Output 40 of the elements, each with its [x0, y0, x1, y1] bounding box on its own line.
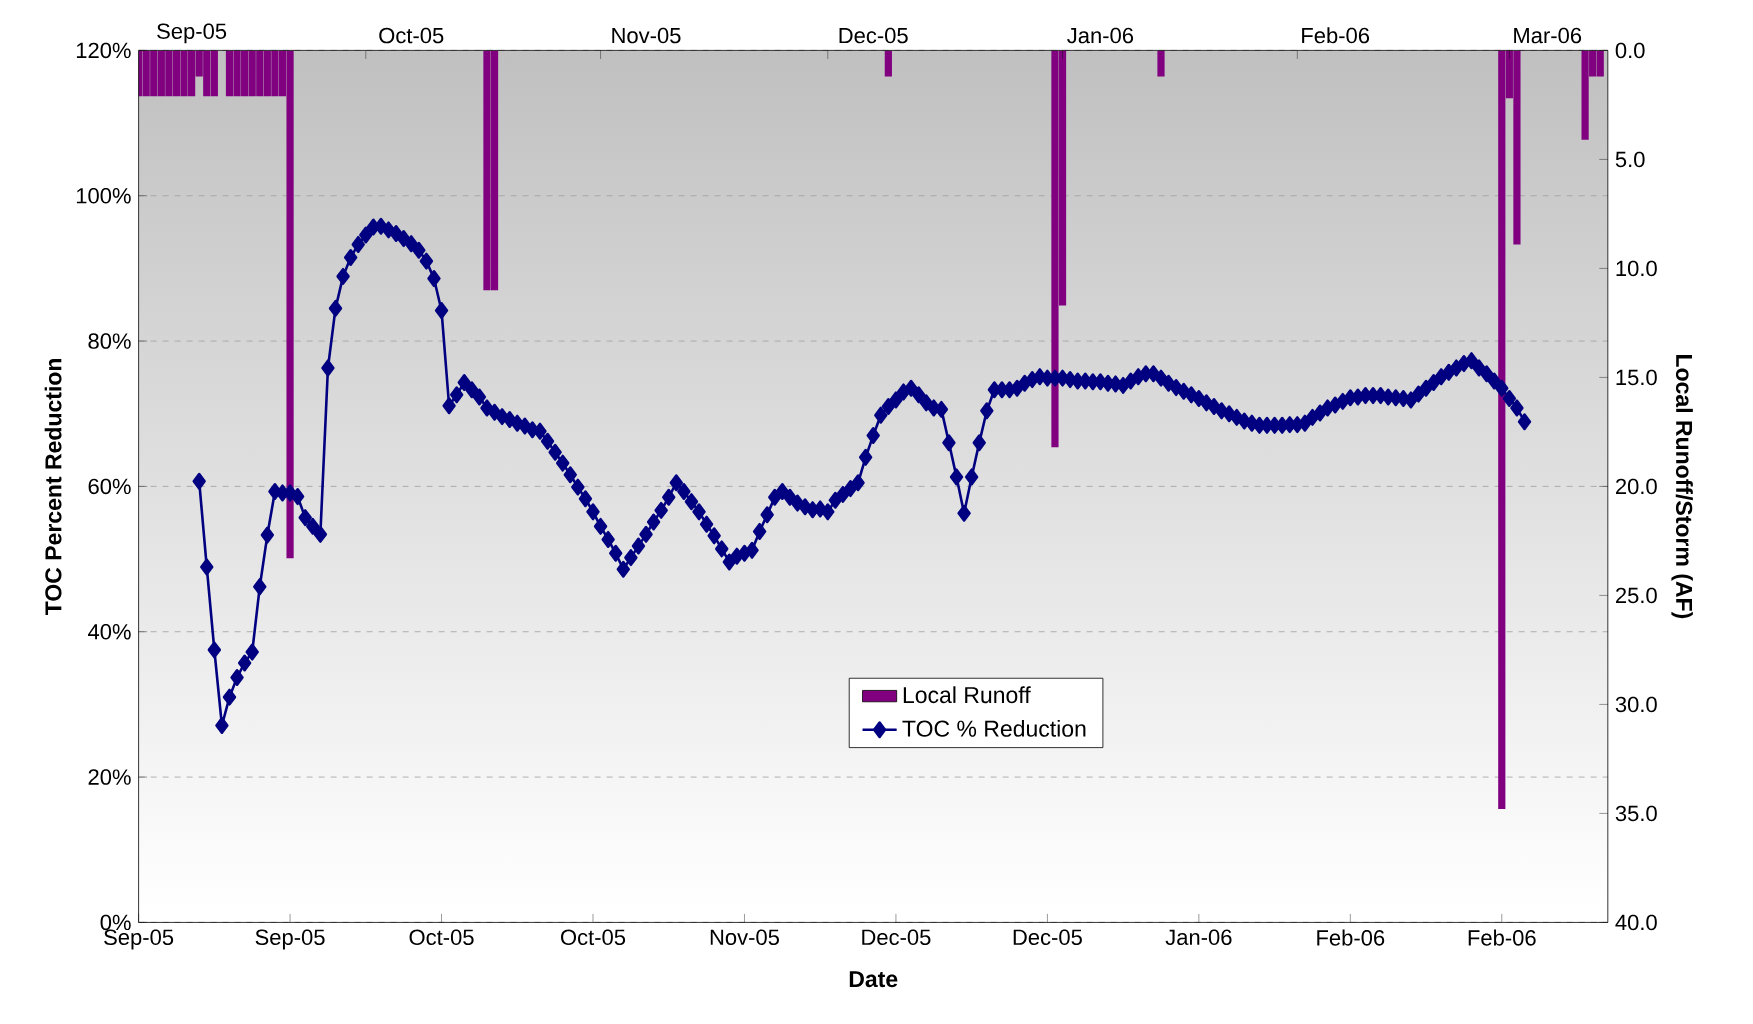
y2-tick-label: 20.0 [1615, 478, 1657, 495]
x-axis-title: Date [849, 971, 898, 988]
bar [884, 50, 892, 77]
x2-tick-label: Dec-05 [839, 27, 908, 44]
y2-tick-label: 5.0 [1615, 151, 1645, 168]
y2-tick-label: 10.0 [1616, 260, 1657, 277]
x-tick-label: Oct-05 [409, 929, 474, 946]
y2-tick-label: 15.0 [1616, 369, 1657, 386]
y2-tick-label: 25.0 [1615, 587, 1657, 604]
bar [1157, 50, 1165, 77]
y-axis-title: TOC Percent Reduction [44, 358, 62, 616]
y2-axis-title: Local Runoff/Storm (AF) [1671, 355, 1693, 619]
x2-tick-label: Feb-06 [1302, 27, 1370, 44]
x-tick-label: Feb-06 [1317, 929, 1385, 946]
y-tick-label: 0% [100, 914, 131, 931]
x2-tick-label: Jan-06 [1067, 27, 1134, 44]
y-tick-label: 100% [76, 187, 131, 204]
legend-label: TOC % Reduction [902, 719, 1086, 737]
y2-tick-label: 0.0 [1615, 42, 1645, 59]
y2-tick-label: 30.0 [1615, 696, 1657, 713]
legend-label: Local Runoff [903, 686, 1031, 704]
y-tick-label: 60% [88, 478, 131, 495]
y2-tick-label: 35.0 [1615, 805, 1657, 822]
x2-tick-label: Mar-06 [1514, 27, 1582, 44]
y-tick-label: 20% [88, 769, 131, 785]
x-tick-label: Feb-06 [1468, 929, 1536, 946]
x2-tick-label: Nov-05 [612, 27, 681, 44]
x-tick-label: Dec-05 [862, 929, 931, 946]
y-tick-label: 40% [88, 623, 131, 640]
y-tick-label: 120% [76, 42, 131, 59]
x-tick-label: Dec-05 [1013, 929, 1082, 946]
x2-tick-label: Oct-05 [379, 27, 444, 44]
x-tick-label: Sep-05 [104, 929, 174, 950]
x-tick-label: Sep-05 [255, 929, 325, 950]
y-tick-label: 80% [88, 333, 131, 349]
y2-tick-label: 40.0 [1615, 914, 1657, 931]
x-tick-label: Nov-05 [710, 929, 779, 946]
x-tick-label: Jan-06 [1165, 929, 1232, 946]
x2-tick-label: Sep-05 [157, 23, 227, 44]
x-tick-label: Oct-05 [561, 929, 626, 946]
